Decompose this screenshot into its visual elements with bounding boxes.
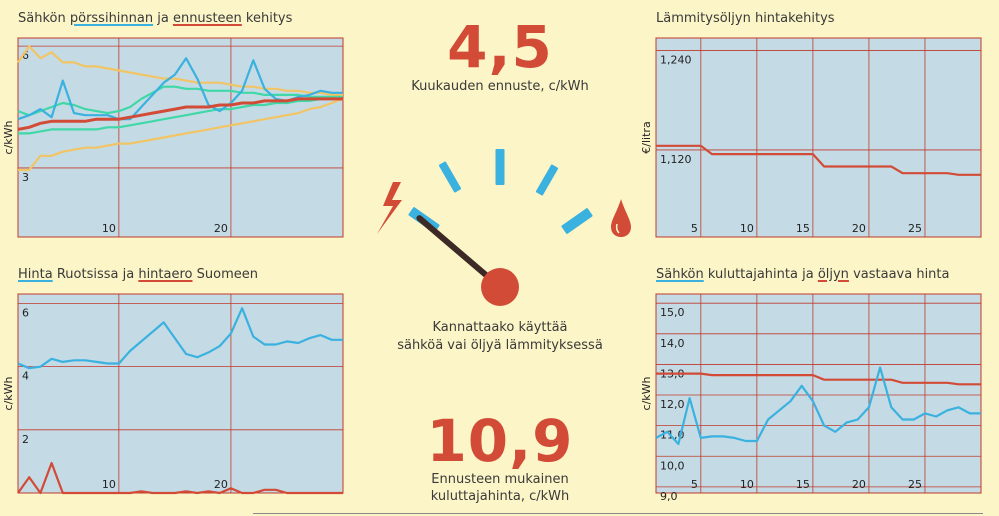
series-line-blue	[17, 307, 343, 370]
y-tick-label: 2	[22, 433, 29, 446]
chart4-title-red: öljyn	[817, 267, 849, 282]
x-tick-label: 10	[740, 222, 754, 235]
y-tick-label: 1,240	[660, 53, 692, 66]
y-tick-label: 4	[22, 370, 29, 383]
y-axis-label: c/kWh	[2, 120, 15, 154]
chart3-title: Lämmitysöljyn hintakehitys	[656, 11, 835, 26]
chart1-title: Sähkön pörssihinnan ja ennusteen kehitys	[18, 11, 292, 26]
y-tick-label: 14,0	[660, 337, 685, 350]
chart2-title-post: Suomeen	[192, 267, 258, 282]
question-line-2: sähköä vai öljyä lämmityksessä	[397, 338, 603, 353]
y-tick-label: 15,0	[660, 306, 685, 319]
x-tick-label: 25	[908, 478, 922, 491]
x-tick-label: 10	[102, 478, 116, 491]
consumer-price-chart: 9,010,011,012,013,014,015,05 10 15 20 25c/kW…	[640, 293, 982, 503]
plot-area	[17, 293, 344, 494]
gauge-hub	[481, 268, 519, 306]
x-tick-label: 10	[740, 478, 754, 491]
series-line-red	[656, 372, 981, 386]
gauge-tick	[495, 149, 505, 185]
series-line-orange	[17, 45, 343, 97]
series-line-blue	[655, 366, 981, 446]
series-line-red	[656, 144, 981, 176]
question-line-1: Kannattaako käyttää	[432, 320, 568, 335]
chart2-title: Hinta Ruotsissa ja hintaero Suomeen	[18, 267, 258, 282]
gauge-tick	[438, 161, 462, 193]
bottom-divider	[253, 513, 983, 514]
chart1-title-blue: pörssihinnan	[69, 11, 154, 26]
series-line-red	[17, 97, 343, 131]
chart2-title-blue: Hinta	[18, 267, 53, 282]
oil-drop-icon	[611, 199, 631, 237]
heating-oil-chart: 1,120 1,240 5 10 15 20 25 €/litra	[640, 37, 982, 238]
y-axis-label: c/kWh	[640, 376, 653, 410]
x-tick-label: 20	[852, 222, 866, 235]
chart4-title-post: vastaava hinta	[848, 267, 950, 282]
chart1-title-mid: ja	[153, 11, 173, 26]
sweden-price-chart: 2 4 6 10 20 c/kWh	[2, 293, 344, 495]
chart1-title-red: ennusteen	[172, 11, 242, 26]
plot-area	[655, 293, 982, 494]
forecast-label: Kuukauden ennuste, c/kWh	[411, 79, 589, 94]
gauge-tick	[535, 164, 559, 196]
chart4-title: Sähkön kuluttajahinta ja öljyn vastaava …	[656, 267, 949, 282]
chart4-title-blue: Sähkön	[656, 267, 704, 282]
y-tick-label: 3	[22, 171, 29, 184]
consumer-value: 10,9	[426, 407, 574, 475]
y-tick-label: 9,0	[660, 490, 678, 503]
plot-area	[655, 37, 982, 238]
spot-price-forecast-chart: 3 6 10 20 c/kWh	[2, 37, 344, 238]
y-tick-label: 10,0	[660, 459, 685, 472]
x-tick-label: 20	[852, 478, 866, 491]
gauge-tick	[561, 208, 593, 234]
x-tick-label: 15	[796, 478, 810, 491]
plot-area	[17, 37, 344, 238]
chart1-title-post: kehitys	[241, 11, 293, 26]
y-tick-label: 12,0	[660, 398, 685, 411]
chart4-title-mid: kuluttajahinta ja	[703, 267, 818, 282]
series-line-orange	[18, 97, 344, 172]
chart2-title-mid: Ruotsissa ja	[52, 267, 139, 282]
consumer-label-line-1: Ennusteen mukainen	[431, 472, 569, 487]
chart3-title-text: Lämmitysöljyn hintakehitys	[656, 11, 835, 26]
series-line-green	[18, 97, 343, 135]
forecast-value: 4,5	[447, 13, 553, 81]
x-tick-label: 5	[691, 478, 698, 491]
x-tick-label: 15	[796, 222, 810, 235]
chart1-title-pre: Sähkön	[18, 11, 70, 26]
lightning-icon	[377, 182, 402, 234]
gauge	[377, 149, 631, 306]
x-tick-label: 20	[214, 222, 228, 235]
y-tick-label: 6	[22, 306, 29, 319]
y-tick-label: 6	[22, 49, 29, 62]
consumer-label-line-2: kuluttajahinta, c/kWh	[430, 489, 570, 504]
chart2-title-red: hintaero	[138, 267, 193, 282]
y-tick-label: 1,120	[660, 153, 692, 166]
x-tick-label: 5	[691, 222, 698, 235]
x-tick-label: 25	[908, 222, 922, 235]
x-tick-label: 10	[102, 222, 116, 235]
x-tick-label: 20	[214, 478, 228, 491]
y-axis-label: €/litra	[640, 121, 653, 153]
y-axis-label: c/kWh	[2, 376, 15, 410]
series-line-red	[17, 461, 343, 495]
